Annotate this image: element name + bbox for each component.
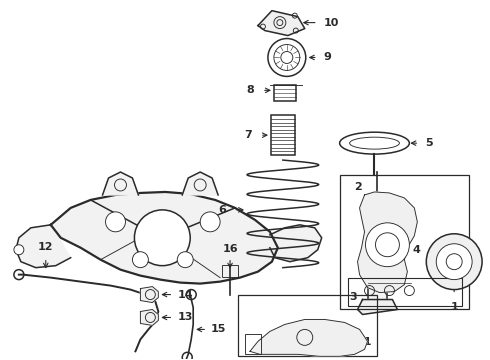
Bar [271,115,295,155]
Text: 4: 4 [413,245,420,255]
Polygon shape [16,225,71,268]
Bar [368,200,388,300]
Text: 12: 12 [38,242,53,252]
Text: 15: 15 [211,324,226,334]
Text: 16: 16 [222,244,238,254]
Polygon shape [358,300,397,315]
Bar [245,334,261,354]
Text: 9: 9 [324,53,332,63]
Circle shape [132,252,148,268]
Text: 7: 7 [244,130,252,140]
Circle shape [134,210,190,266]
Bar [340,175,469,310]
Text: 2: 2 [355,182,362,192]
Bar [347,278,462,306]
Polygon shape [270,225,322,262]
Polygon shape [258,11,305,36]
Text: 6: 6 [218,205,226,215]
Circle shape [14,245,24,255]
Text: 11: 11 [357,337,372,347]
Polygon shape [358,192,417,293]
Circle shape [366,223,409,267]
Polygon shape [250,319,368,356]
Circle shape [436,244,472,280]
Text: 14: 14 [177,289,193,300]
Circle shape [426,234,482,289]
Text: 1: 1 [450,302,458,311]
Circle shape [200,212,220,232]
Circle shape [105,212,125,232]
Polygon shape [141,287,158,302]
Polygon shape [141,310,158,325]
Bar [222,265,238,276]
Polygon shape [51,192,278,284]
Circle shape [177,252,193,268]
Text: 5: 5 [425,138,433,148]
Polygon shape [182,172,218,195]
Text: 13: 13 [177,312,193,323]
Bar [238,294,377,356]
Polygon shape [102,172,138,195]
Text: 10: 10 [324,18,339,28]
Text: 8: 8 [246,85,254,95]
Bar [274,85,296,101]
Text: 3: 3 [349,292,357,302]
